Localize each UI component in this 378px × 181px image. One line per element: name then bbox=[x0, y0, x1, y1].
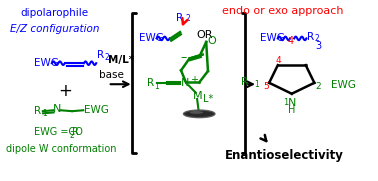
Text: R: R bbox=[34, 106, 42, 116]
Text: N: N bbox=[288, 98, 296, 108]
Text: R: R bbox=[177, 13, 184, 23]
Text: OR: OR bbox=[197, 30, 213, 40]
Text: 2: 2 bbox=[314, 33, 319, 43]
Text: R: R bbox=[97, 50, 104, 60]
Text: –: – bbox=[181, 51, 187, 64]
Text: 2: 2 bbox=[186, 14, 191, 23]
Text: R: R bbox=[241, 77, 248, 87]
Text: E/Z configuration: E/Z configuration bbox=[9, 24, 99, 33]
Text: 3: 3 bbox=[316, 41, 322, 51]
Text: 4: 4 bbox=[276, 56, 281, 65]
Text: 1: 1 bbox=[42, 109, 47, 118]
Text: L*: L* bbox=[203, 94, 213, 104]
Text: 1: 1 bbox=[254, 81, 259, 89]
Text: endo or exo approach: endo or exo approach bbox=[222, 7, 343, 16]
Text: EWG: EWG bbox=[260, 33, 285, 43]
Text: +: + bbox=[190, 75, 198, 85]
Text: 5: 5 bbox=[263, 82, 269, 91]
Text: N: N bbox=[53, 104, 61, 114]
Text: N: N bbox=[181, 78, 189, 88]
Text: M: M bbox=[193, 91, 203, 101]
Text: 2: 2 bbox=[104, 53, 109, 62]
Text: 2: 2 bbox=[69, 131, 74, 140]
Text: EWG: EWG bbox=[331, 80, 356, 90]
Text: dipole W conformation: dipole W conformation bbox=[6, 144, 116, 154]
Text: EWG =CO: EWG =CO bbox=[34, 127, 83, 137]
Text: 1: 1 bbox=[155, 82, 159, 91]
Text: 2: 2 bbox=[315, 82, 321, 90]
Ellipse shape bbox=[183, 110, 215, 118]
Text: O: O bbox=[207, 36, 216, 46]
Text: Enantioselectivity: Enantioselectivity bbox=[225, 149, 344, 162]
Text: dipolarophile: dipolarophile bbox=[20, 8, 88, 18]
Text: R: R bbox=[307, 32, 314, 42]
Text: M/L*: M/L* bbox=[108, 55, 134, 65]
Text: +: + bbox=[58, 82, 72, 100]
Text: 4: 4 bbox=[288, 36, 294, 46]
Text: EWG: EWG bbox=[139, 33, 164, 43]
Text: EWG: EWG bbox=[34, 58, 59, 68]
Text: base: base bbox=[99, 70, 124, 80]
Text: R: R bbox=[73, 127, 79, 137]
Text: 1: 1 bbox=[283, 98, 288, 107]
Text: R: R bbox=[147, 78, 154, 88]
Ellipse shape bbox=[190, 111, 203, 114]
Text: H: H bbox=[288, 104, 296, 115]
Text: EWG: EWG bbox=[84, 105, 109, 115]
